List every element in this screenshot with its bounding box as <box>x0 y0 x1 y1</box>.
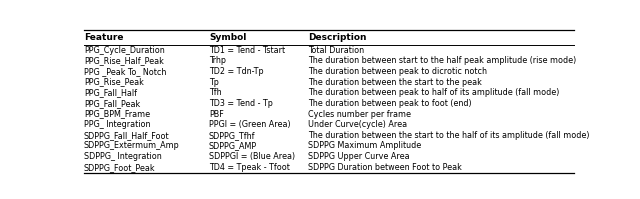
Text: PPG_Rise_Peak: PPG_Rise_Peak <box>84 78 144 87</box>
Text: SDPPG Maximum Amplitude: SDPPG Maximum Amplitude <box>308 141 421 150</box>
Text: PPG_Cycle_Duration: PPG_Cycle_Duration <box>84 46 164 55</box>
Text: Feature: Feature <box>84 33 124 42</box>
Text: Cycles number per frame: Cycles number per frame <box>308 109 411 119</box>
Text: SDPPG_ Integration: SDPPG_ Integration <box>84 152 162 161</box>
Text: SDPPG_Tfhf: SDPPG_Tfhf <box>209 131 255 140</box>
Text: The duration between the start to the half of its amplitude (fall mode): The duration between the start to the ha… <box>308 131 589 140</box>
Text: Tp: Tp <box>209 78 219 87</box>
Text: PPG_Rise_Half_Peak: PPG_Rise_Half_Peak <box>84 56 164 65</box>
Text: Symbol: Symbol <box>209 33 246 42</box>
Text: SDPPG Upper Curve Area: SDPPG Upper Curve Area <box>308 152 410 161</box>
Text: PPG_Fall_Half: PPG_Fall_Half <box>84 88 137 97</box>
Text: The duration between peak to dicrotic notch: The duration between peak to dicrotic no… <box>308 67 487 76</box>
Text: PPG_BPM_Frame: PPG_BPM_Frame <box>84 109 150 119</box>
Text: PPG_Fall_Peak: PPG_Fall_Peak <box>84 99 140 108</box>
Text: TD3 = Tend - Tp: TD3 = Tend - Tp <box>209 99 273 108</box>
Text: Under Curve(cycle) Area: Under Curve(cycle) Area <box>308 120 407 129</box>
Text: The duration between the start to the peak: The duration between the start to the pe… <box>308 78 482 87</box>
Text: SDPPG_AMP: SDPPG_AMP <box>209 141 257 150</box>
Text: TD2 = Tdn-Tp: TD2 = Tdn-Tp <box>209 67 264 76</box>
Text: SDPPG_Fall_Half_Foot: SDPPG_Fall_Half_Foot <box>84 131 170 140</box>
Text: PPG_ Integration: PPG_ Integration <box>84 120 150 129</box>
Text: The duration between start to the half peak amplitude (rise mode): The duration between start to the half p… <box>308 56 577 65</box>
Text: SDPPG_Extermum_Amp: SDPPG_Extermum_Amp <box>84 141 180 150</box>
Text: SDPPG Duration between Foot to Peak: SDPPG Duration between Foot to Peak <box>308 163 462 172</box>
Text: Total Duration: Total Duration <box>308 46 364 55</box>
Text: The duration between peak to foot (end): The duration between peak to foot (end) <box>308 99 472 108</box>
Text: TD4 = Tpeak - Tfoot: TD4 = Tpeak - Tfoot <box>209 163 290 172</box>
Text: SDPPG_Foot_Peak: SDPPG_Foot_Peak <box>84 163 156 172</box>
Text: PBF: PBF <box>209 109 224 119</box>
Text: The duration between peak to half of its amplitude (fall mode): The duration between peak to half of its… <box>308 88 559 97</box>
Text: Description: Description <box>308 33 367 42</box>
Text: PPG _Peak To_ Notch: PPG _Peak To_ Notch <box>84 67 166 76</box>
Text: TD1 = Tend - Tstart: TD1 = Tend - Tstart <box>209 46 285 55</box>
Text: SDPPGI = (Blue Area): SDPPGI = (Blue Area) <box>209 152 295 161</box>
Text: Trhp: Trhp <box>209 56 226 65</box>
Text: Tfh: Tfh <box>209 88 221 97</box>
Text: PPGI = (Green Area): PPGI = (Green Area) <box>209 120 291 129</box>
